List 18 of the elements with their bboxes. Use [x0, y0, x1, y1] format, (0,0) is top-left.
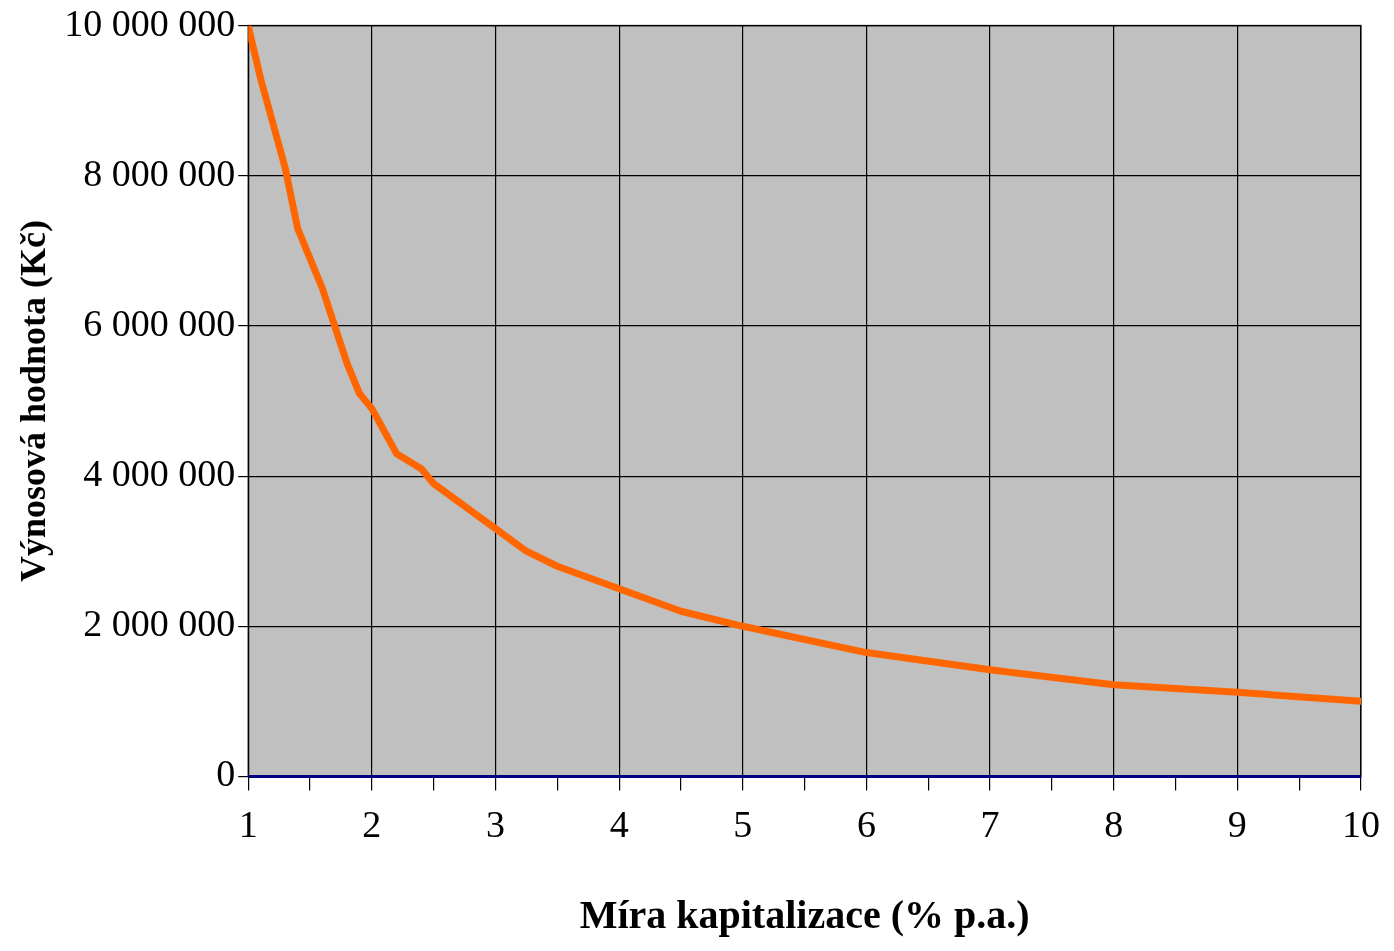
y-tick-label: 6 000 000: [83, 302, 236, 345]
x-tick-label: 10: [1342, 803, 1380, 846]
x-tick-label: 2: [362, 803, 382, 846]
x-axis-title: Míra kapitalizace (% p.a.): [579, 892, 1030, 938]
x-tick-label: 3: [485, 803, 505, 846]
x-tick-label: 6: [856, 803, 876, 846]
y-tick-label: 2 000 000: [83, 602, 236, 645]
x-tick-label: 1: [238, 803, 258, 846]
x-tick-label: 9: [1227, 803, 1247, 846]
x-tick-label: 8: [1104, 803, 1124, 846]
y-axis-title: Výnosová hodnota (Kč): [12, 220, 53, 583]
x-tick-label: 5: [733, 803, 753, 846]
y-tick-label: 0: [216, 752, 236, 795]
x-tick-label: 7: [980, 803, 1000, 846]
y-tick-label: 4 000 000: [83, 452, 236, 495]
y-tick-label: 8 000 000: [83, 151, 236, 194]
y-tick-label: 10 000 000: [64, 1, 236, 44]
x-tick-label: 4: [609, 803, 629, 846]
